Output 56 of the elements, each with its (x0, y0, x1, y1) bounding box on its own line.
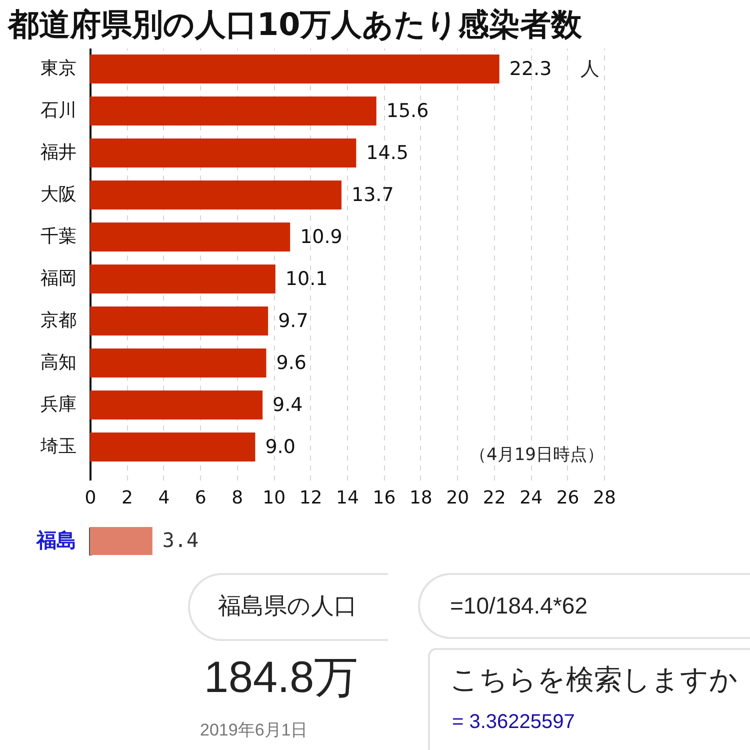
annotation: =10/184.4*62 (450, 592, 588, 618)
y-tick-label: 高知 (40, 352, 76, 373)
x-tick-label: 18 (409, 488, 432, 508)
y-tick-label: 東京 (40, 58, 76, 79)
bar (90, 348, 266, 378)
data-label: 3.4 (162, 528, 199, 552)
x-tick-label: 10 (262, 488, 286, 508)
data-label: 15.6 (386, 100, 429, 122)
data-label: 10.9 (300, 226, 342, 248)
data-label: 9.0 (265, 436, 296, 458)
annotation: （4月19日時点） (470, 445, 604, 465)
y-tick-label: 兵庫 (40, 394, 76, 415)
bar (90, 306, 268, 336)
y-tick-label: 大阪 (40, 184, 76, 205)
data-label: 10.1 (285, 268, 328, 290)
data-label: 9.7 (278, 310, 308, 332)
annotation: 福島県の人口 (218, 592, 357, 618)
data-label: 22.3 (509, 58, 552, 80)
y-tick-label: 京都 (40, 310, 76, 331)
x-tick-label: 26 (556, 488, 580, 508)
x-tick-label: 0 (84, 488, 96, 508)
y-tick-label: 福井 (40, 142, 76, 163)
bar (90, 54, 500, 84)
x-tick-label: 22 (482, 488, 506, 508)
bar (90, 138, 356, 168)
bar (90, 96, 376, 126)
bar (90, 432, 256, 462)
x-tick-label: 20 (446, 488, 470, 508)
data-label: 14.5 (366, 142, 408, 164)
x-tick-label: 28 (593, 488, 616, 508)
x-tick-label: 14 (336, 488, 359, 508)
data-label: 9.4 (272, 394, 303, 416)
y-tick-label: 埼玉 (40, 436, 76, 457)
y-tick-label: 千葉 (40, 226, 76, 247)
x-tick-label: 4 (158, 488, 170, 508)
bar (90, 390, 263, 420)
text: = 3.36225597 (452, 711, 575, 733)
x-tick-label: 12 (299, 488, 322, 508)
y-tick-label: 福島 (36, 528, 76, 552)
x-tick-label: 6 (194, 488, 206, 508)
text: こちらを検索しますか (450, 664, 738, 695)
text: 184.8万 (204, 653, 358, 702)
x-tick-label: 16 (372, 488, 396, 508)
y-tick-label: 福岡 (40, 268, 76, 289)
x-tick-label: 8 (232, 488, 244, 508)
chart-title: 都道府県別の人口10万人あたり感染者数 (7, 7, 584, 43)
x-tick-label: 2 (121, 488, 133, 508)
data-label: 9.6 (276, 352, 306, 374)
bar (90, 180, 342, 210)
annotation: 人 (580, 58, 600, 80)
x-tick-label: 24 (520, 488, 543, 508)
text: 2019年6月1日 (200, 720, 308, 740)
bar (90, 264, 276, 294)
bar (90, 222, 290, 252)
y-tick-label: 石川 (40, 100, 76, 121)
data-label: 13.7 (351, 184, 394, 206)
